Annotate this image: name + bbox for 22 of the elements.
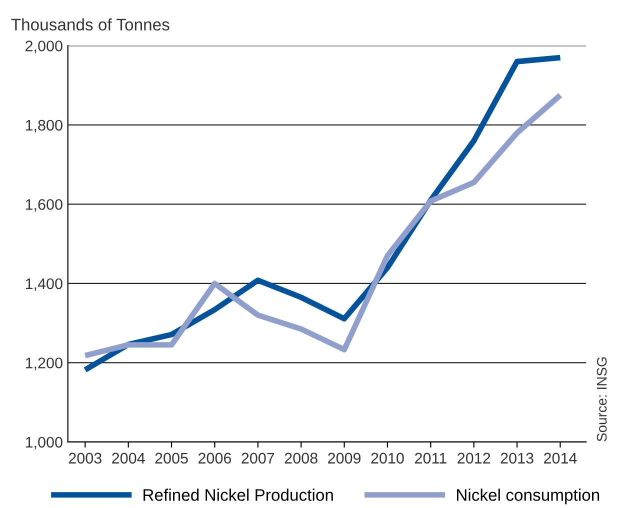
y-tick-label: 1,400 [26,278,62,291]
y-axis-title: Thousands of Tonnes [11,18,170,31]
legend-label: Nickel consumption [457,488,600,504]
x-tick-label: 2004 [112,452,145,464]
x-tick-label: 2006 [198,452,232,464]
x-tick-label: 2012 [458,452,490,464]
x-tick-label: 2005 [155,452,188,464]
x-tick-label: 2013 [500,452,534,464]
legend-label: Refined Nickel Production [144,488,333,501]
x-tick-label: 2014 [544,452,577,464]
y-tick-label: 1,000 [26,436,62,450]
y-tick-label: 1,800 [26,120,62,132]
x-tick-label: 2011 [415,452,446,464]
x-tick-label: 2007 [242,452,274,464]
x-tick-label: 2009 [328,452,361,464]
y-tick-label: 1,200 [26,358,62,370]
source-note: Source: INSG [596,357,607,442]
x-tick-label: 2010 [371,452,404,464]
y-tick-label: 1,600 [26,199,62,212]
x-tick-label: 2003 [68,452,102,464]
x-tick-label: 2008 [284,452,318,464]
y-tick-label: 2,000 [26,40,62,54]
